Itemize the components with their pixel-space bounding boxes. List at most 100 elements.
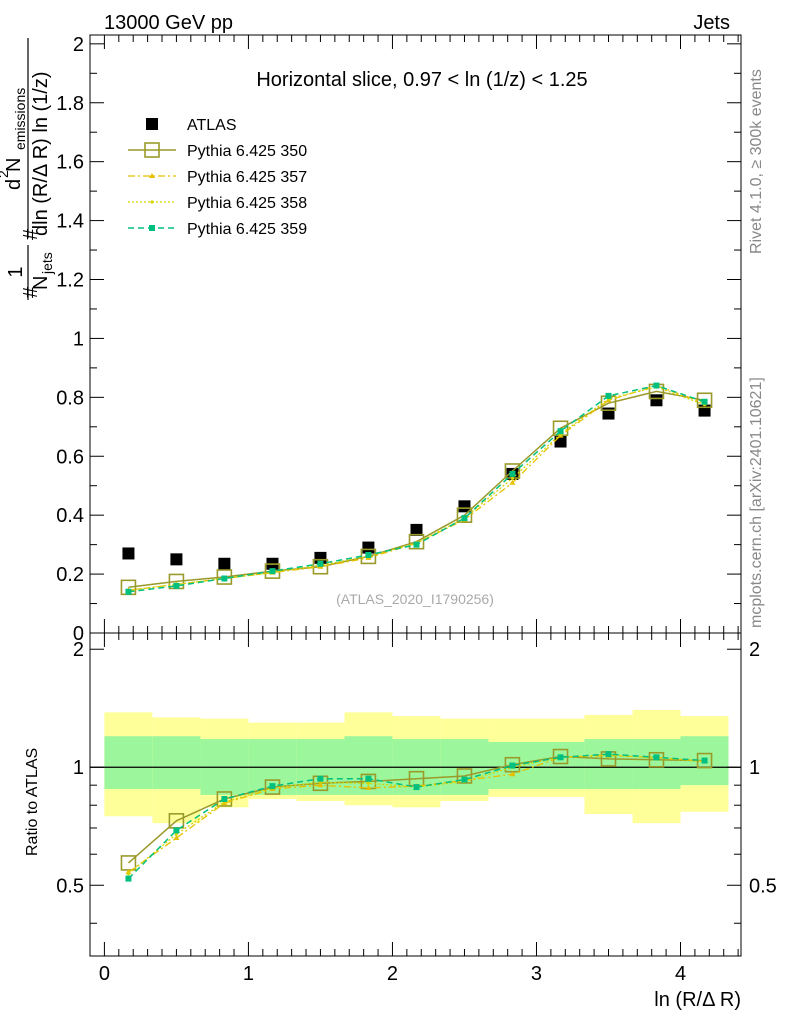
marker — [221, 795, 228, 802]
ratio-band-inner — [152, 736, 201, 790]
main-y-label: # 1 N jets # d 2 N emissions dln (R/Δ R)… — [0, 38, 55, 300]
marker — [458, 500, 471, 513]
ratio-y-tick-label-right: 2 — [749, 639, 760, 661]
marker — [173, 582, 180, 589]
legend-entry-p357: Pythia 6.425 357 — [128, 169, 307, 186]
ylabel-njets: N — [30, 276, 52, 290]
marker — [461, 515, 468, 522]
marker — [509, 771, 516, 777]
series-p357 — [125, 382, 708, 593]
series-p350 — [120, 383, 713, 596]
marker — [366, 781, 371, 785]
marker — [125, 588, 132, 595]
ylabel-denominator: dln (R/Δ R) ln (1/z) — [30, 71, 52, 236]
main-y-axis: 0 0.2 0.4 0.6 0.8 1 1.2 1.4 1.6 1.8 2 — [56, 34, 741, 645]
ylabel-d2: d — [3, 179, 25, 190]
marker — [122, 547, 135, 560]
ratio-x-axis: 0 1 2 3 4 — [99, 633, 739, 985]
marker — [365, 551, 372, 558]
marker — [149, 173, 155, 178]
marker — [510, 476, 515, 480]
series-p359 — [125, 751, 708, 882]
marker — [509, 470, 516, 477]
marker — [146, 118, 158, 130]
main-y-tick-label: 0.6 — [56, 446, 84, 468]
marker — [408, 533, 425, 550]
marker — [413, 541, 420, 548]
main-y-tick-label: 1.6 — [56, 152, 84, 174]
ylabel-hash-1: # — [20, 286, 42, 298]
legend-label: Pythia 6.425 350 — [187, 143, 307, 160]
ylabel-nemissions: N — [3, 158, 25, 172]
marker — [317, 775, 324, 782]
watermark: (ATLAS_2020_I1790256) — [336, 591, 494, 607]
marker — [698, 404, 711, 417]
series-p359 — [125, 382, 708, 595]
marker — [557, 754, 564, 761]
mcplots-label: mcplots.cern.ch [arXiv:2401.10621] — [748, 377, 765, 628]
marker — [696, 392, 713, 409]
marker — [365, 785, 372, 791]
main-title: Horizontal slice, 0.97 < ln (1/z) < 1.25 — [256, 69, 587, 91]
x-axis-label: ln (R/Δ R) — [654, 989, 741, 1011]
marker — [365, 775, 372, 782]
marker — [173, 827, 180, 834]
marker — [605, 392, 612, 399]
legend-entry-p358: Pythia 6.425 358 — [128, 195, 307, 212]
main-y-tick-label: 1.2 — [56, 270, 84, 292]
marker — [509, 762, 516, 769]
marker — [456, 507, 473, 523]
marker — [221, 575, 228, 582]
main-y-tick-label: 1 — [73, 328, 84, 350]
ratio-band-inner — [632, 739, 681, 790]
marker — [144, 142, 160, 158]
ratio-bands — [104, 709, 729, 824]
ratio-band-inner — [344, 736, 393, 795]
ratio-y-tick-label: 0.5 — [56, 875, 84, 897]
marker — [653, 754, 660, 761]
x-tick-label: 0 — [99, 963, 110, 985]
marker — [653, 382, 660, 389]
marker — [605, 751, 612, 758]
ratio-y-tick-label-right: 0.5 — [749, 875, 777, 897]
marker — [218, 557, 231, 570]
main-series-layer — [120, 382, 713, 596]
energy-label: 13000 GeV pp — [104, 12, 233, 34]
main-y-tick-label: 0 — [73, 623, 84, 645]
marker — [410, 523, 423, 536]
rivet-label: Rivet 4.1.0, ≥ 300k events — [748, 69, 765, 254]
main-y-tick-label: 0.8 — [56, 387, 84, 409]
legend-label: Pythia 6.425 359 — [187, 221, 307, 238]
legend-label: ATLAS — [187, 117, 237, 134]
ratio-y-label: Ratio to ATLAS — [24, 748, 41, 856]
legend-entry-p359: Pythia 6.425 359 — [128, 221, 307, 238]
marker — [650, 394, 663, 407]
marker — [509, 479, 516, 485]
x-tick-label: 3 — [531, 963, 542, 985]
series-line — [128, 384, 705, 593]
ratio-y-tick-label-right: 1 — [749, 757, 760, 779]
ratio-y-axis: 0.5 0.5 1 1 2 2 — [56, 639, 777, 924]
marker — [170, 553, 183, 566]
marker — [312, 558, 329, 575]
legend-label: Pythia 6.425 358 — [187, 195, 307, 212]
marker — [149, 225, 155, 231]
ratio-panel-frame — [89, 632, 742, 957]
series-p358 — [126, 385, 707, 592]
marker — [269, 568, 276, 575]
marker — [413, 784, 420, 791]
marker — [126, 872, 131, 876]
marker — [173, 834, 180, 840]
legend-label: Pythia 6.425 357 — [187, 169, 307, 186]
marker — [461, 776, 468, 783]
main-y-tick-label: 1.8 — [56, 93, 84, 115]
ylabel-one: 1 — [5, 266, 27, 277]
marker — [701, 398, 708, 405]
marker — [362, 541, 375, 554]
legend: ATLAS Pythia 6.425 350 Pythia 6.425 357 Pyt… — [128, 117, 307, 238]
series-line — [128, 384, 705, 591]
ratio-y-tick-label: 1 — [73, 757, 84, 779]
main-y-tick-label: 0.2 — [56, 564, 84, 586]
marker — [648, 751, 665, 768]
